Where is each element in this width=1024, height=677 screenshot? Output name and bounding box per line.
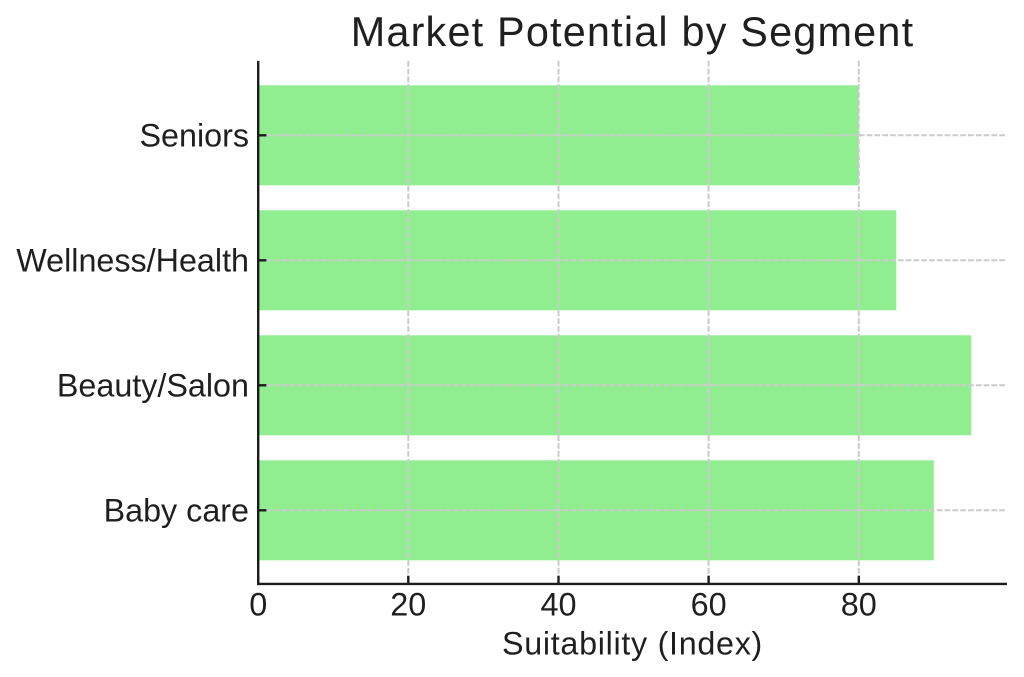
svg-text:Wellness/Health: Wellness/Health xyxy=(16,242,249,278)
svg-text:0: 0 xyxy=(249,587,267,623)
svg-text:Baby care: Baby care xyxy=(104,492,249,528)
svg-text:Market Potential by Segment: Market Potential by Segment xyxy=(351,9,915,55)
svg-text:Seniors: Seniors xyxy=(139,117,249,153)
svg-text:60: 60 xyxy=(691,587,727,623)
svg-text:40: 40 xyxy=(540,587,576,623)
svg-text:80: 80 xyxy=(841,587,877,623)
svg-text:Suitability (Index): Suitability (Index) xyxy=(502,625,763,661)
svg-text:Beauty/Salon: Beauty/Salon xyxy=(57,367,249,403)
svg-text:20: 20 xyxy=(390,587,426,623)
